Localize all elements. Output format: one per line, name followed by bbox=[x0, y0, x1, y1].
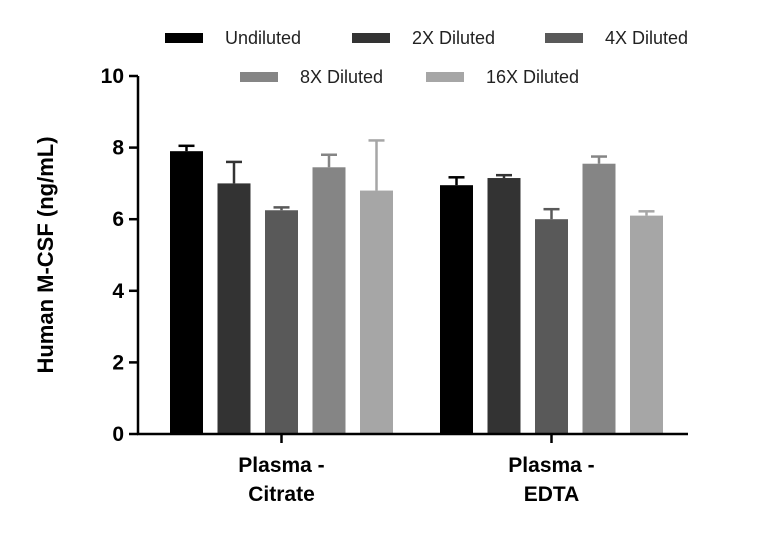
legend-swatch bbox=[352, 33, 390, 43]
legend: Undiluted 2X Diluted 4X Diluted 8X Diluted 1… bbox=[165, 28, 688, 87]
y-tick-label: 8 bbox=[112, 137, 124, 160]
legend-swatch bbox=[240, 72, 278, 82]
bar bbox=[217, 183, 251, 434]
x-category-label: EDTA bbox=[524, 483, 580, 506]
bars bbox=[170, 139, 663, 435]
legend-label: 8X Diluted bbox=[300, 67, 383, 87]
y-tick-label: 4 bbox=[112, 280, 124, 303]
legend-label: 2X Diluted bbox=[412, 28, 495, 48]
bar bbox=[265, 210, 298, 434]
y-tick-label: 0 bbox=[112, 423, 124, 446]
legend-swatch bbox=[545, 33, 583, 43]
bar bbox=[170, 151, 203, 434]
y-tick-label: 10 bbox=[101, 65, 124, 88]
y-tick-label: 2 bbox=[112, 351, 124, 374]
axes: 0 2 4 6 8 10 Plasma - Citrate Plasma - EDTA bbox=[101, 65, 688, 506]
bar bbox=[535, 219, 568, 434]
bar bbox=[360, 190, 393, 434]
bar bbox=[630, 215, 663, 434]
legend-label: 4X Diluted bbox=[605, 28, 688, 48]
bar bbox=[582, 163, 616, 434]
y-tick-label: 6 bbox=[112, 208, 124, 231]
legend-label: 16X Diluted bbox=[486, 67, 579, 87]
x-category-label: Plasma - bbox=[238, 454, 324, 477]
legend-label: Undiluted bbox=[225, 28, 301, 48]
legend-swatch bbox=[165, 33, 203, 43]
x-category-label: Plasma - bbox=[508, 454, 594, 477]
bar bbox=[312, 167, 346, 435]
legend-swatch bbox=[426, 72, 464, 82]
y-axis-label: Human M-CSF (ng/mL) bbox=[33, 136, 58, 373]
bar bbox=[487, 178, 521, 434]
bar bbox=[440, 185, 473, 434]
x-category-label: Citrate bbox=[248, 483, 315, 506]
